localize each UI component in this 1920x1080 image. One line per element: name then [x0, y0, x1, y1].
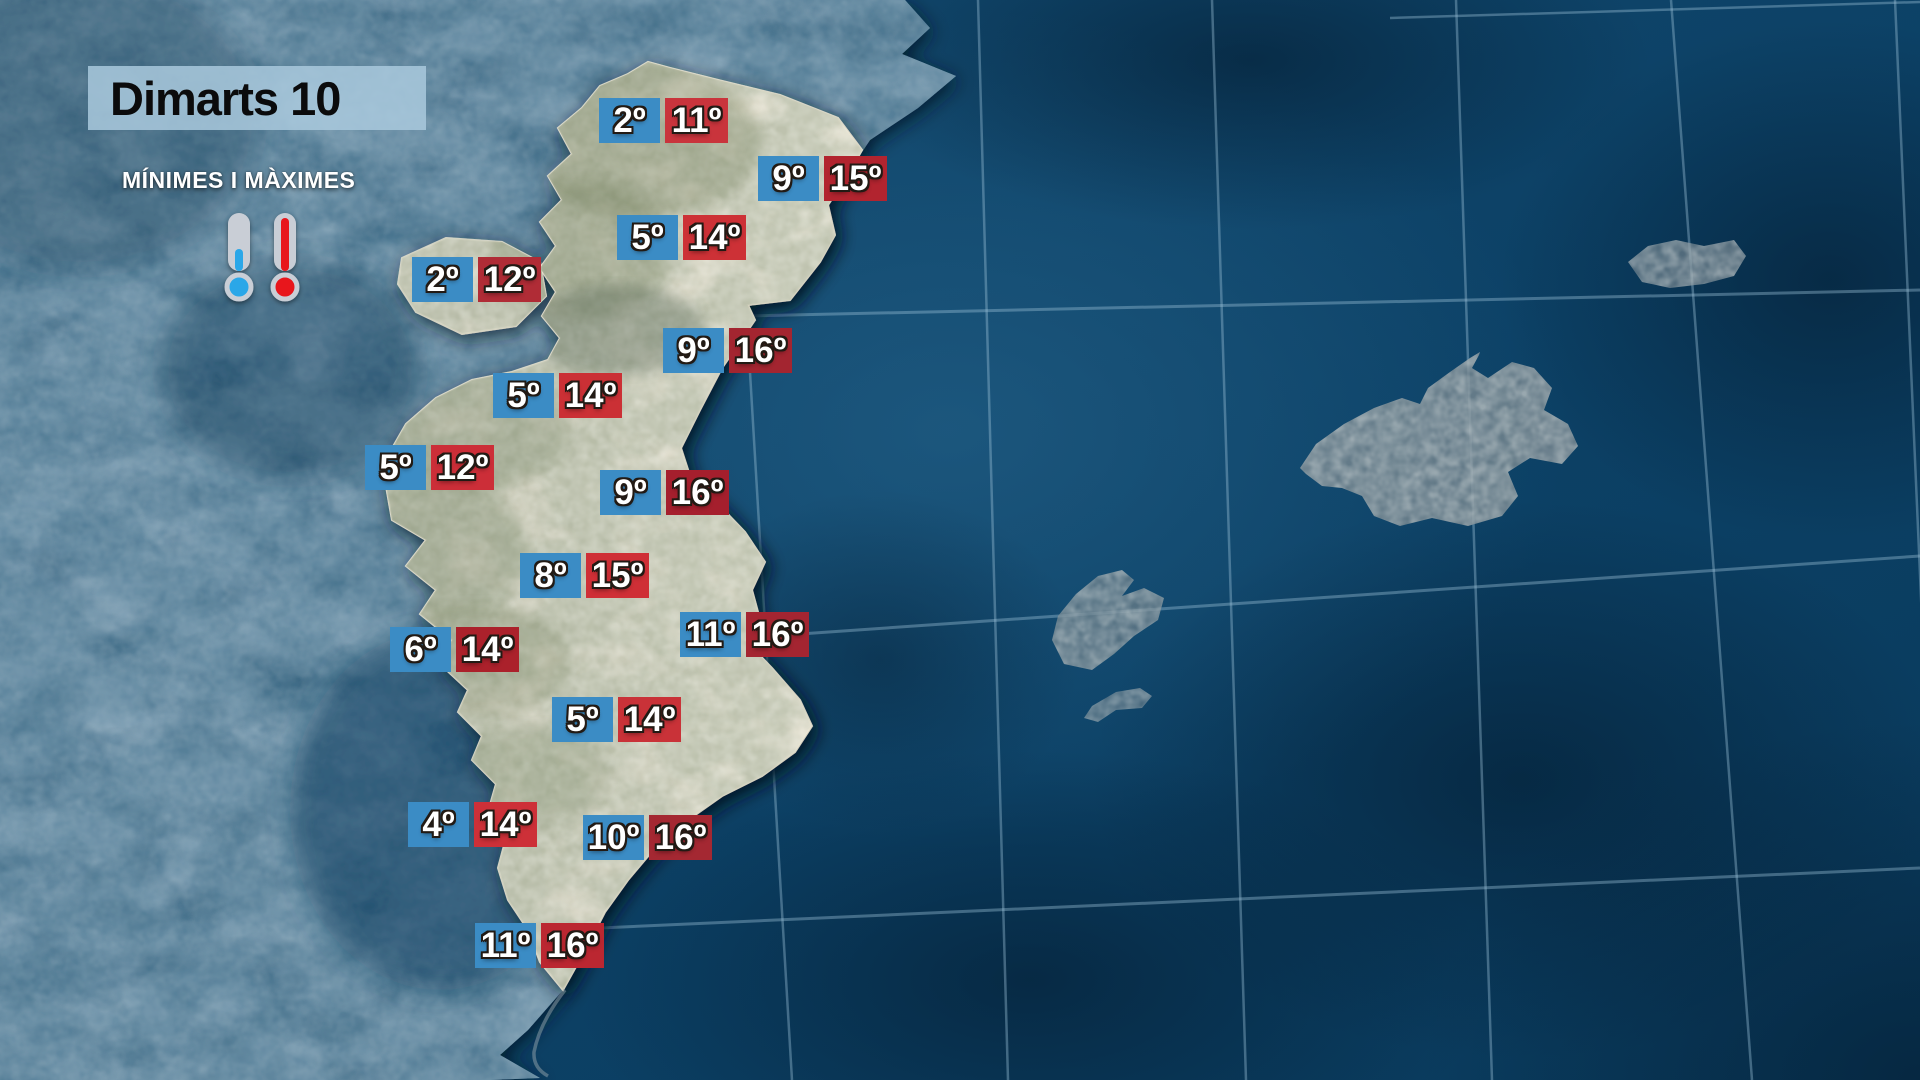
- min-temp-badge: 8º: [520, 553, 581, 598]
- legend-thermometers: [224, 213, 300, 302]
- station-temp-pair: 5º 12º: [365, 445, 494, 490]
- station-temp-pair: 6º 14º: [390, 627, 519, 672]
- max-temp-badge: 16º: [729, 328, 792, 373]
- min-temp-badge: 9º: [663, 328, 724, 373]
- max-temp-badge: 16º: [746, 612, 809, 657]
- station-temp-pair: 5º 14º: [617, 215, 746, 260]
- station-temp-pair: 11º 16º: [475, 923, 604, 968]
- thermometer-min-icon: [224, 213, 254, 302]
- min-temp-badge: 11º: [680, 612, 741, 657]
- station-temp-pair: 2º 11º: [599, 98, 728, 143]
- graticule-grid: [599, 0, 1920, 1080]
- min-temp-badge: 5º: [552, 697, 613, 742]
- station-temp-pair: 5º 14º: [493, 373, 622, 418]
- max-temp-badge: 14º: [559, 373, 622, 418]
- station-temp-pair: 9º 16º: [600, 470, 729, 515]
- min-temp-badge: 11º: [475, 923, 536, 968]
- station-temp-pair: 9º 15º: [758, 156, 887, 201]
- max-temp-badge: 12º: [478, 257, 541, 302]
- max-temp-badge: 16º: [649, 815, 712, 860]
- station-temp-pair: 9º 16º: [663, 328, 792, 373]
- min-temp-badge: 5º: [617, 215, 678, 260]
- min-temp-badge: 5º: [365, 445, 426, 490]
- min-temp-badge: 9º: [758, 156, 819, 201]
- station-temp-pair: 10º 16º: [583, 815, 712, 860]
- date-banner-label: Dimarts 10: [110, 71, 341, 125]
- max-temp-badge: 14º: [474, 802, 537, 847]
- max-temp-badge: 15º: [824, 156, 887, 201]
- max-temp-badge: 14º: [618, 697, 681, 742]
- max-temp-badge: 16º: [666, 470, 729, 515]
- max-temp-badge: 14º: [456, 627, 519, 672]
- max-temp-badge: 11º: [665, 98, 728, 143]
- coastal-spit: [532, 988, 567, 1078]
- min-temp-badge: 4º: [408, 802, 469, 847]
- station-temp-pair: 2º 12º: [412, 257, 541, 302]
- station-temp-pair: 4º 14º: [408, 802, 537, 847]
- legend-title: MÍNIMES I MÀXIMES: [122, 167, 356, 193]
- max-temp-badge: 15º: [586, 553, 649, 598]
- max-temp-badge: 16º: [541, 923, 604, 968]
- max-temp-badge: 14º: [683, 215, 746, 260]
- min-temp-badge: 10º: [583, 815, 644, 860]
- min-temp-badge: 2º: [599, 98, 660, 143]
- date-banner: Dimarts 10: [88, 66, 426, 130]
- thermometer-max-icon: [270, 213, 300, 302]
- min-temp-badge: 6º: [390, 627, 451, 672]
- min-temp-badge: 9º: [600, 470, 661, 515]
- min-temp-badge: 5º: [493, 373, 554, 418]
- station-temp-pair: 11º 16º: [680, 612, 809, 657]
- station-temp-pair: 8º 15º: [520, 553, 649, 598]
- min-temp-badge: 2º: [412, 257, 473, 302]
- max-temp-badge: 12º: [431, 445, 494, 490]
- station-temp-pair: 5º 14º: [552, 697, 681, 742]
